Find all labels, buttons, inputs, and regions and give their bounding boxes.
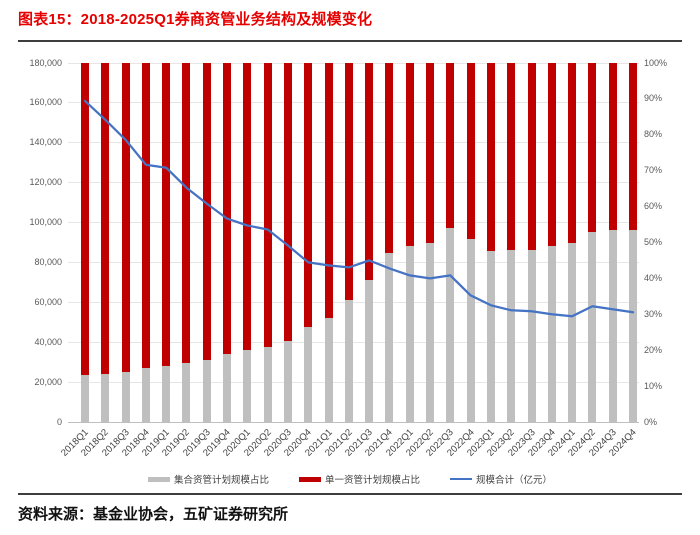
bar-single-segment: [101, 63, 110, 375]
right-axis-tick: 90%: [644, 93, 663, 104]
right-axis-tick: 100%: [644, 57, 668, 68]
bar-collective-segment: [283, 341, 292, 422]
footer-divider-line: [18, 493, 682, 495]
bar-collective-segment: [446, 228, 455, 422]
left-axis-tick: 60,000: [34, 296, 62, 307]
title-divider-line: [18, 40, 682, 42]
bar-single-segment: [385, 63, 394, 254]
legend-label-collective: 集合资管计划规模占比: [173, 475, 269, 486]
bar-collective-segment: [304, 326, 313, 422]
bar-collective-segment: [629, 229, 637, 422]
bar-collective-segment: [121, 371, 130, 422]
legend-item-single: 单一资管计划规模占比: [298, 472, 420, 486]
left-axis-tick: 20,000: [34, 376, 62, 387]
total-line-swatch-icon: [450, 477, 472, 481]
right-axis-tick: 50%: [644, 237, 663, 247]
bar-single-segment: [263, 63, 272, 347]
collective-bar-swatch-icon: [147, 476, 170, 482]
legend-item-collective: 集合资管计划规模占比: [147, 472, 269, 486]
right-axis-tick: 70%: [644, 165, 663, 176]
bar-collective-segment: [243, 350, 252, 422]
bar-single-segment: [243, 63, 252, 351]
bar-single-segment: [466, 63, 475, 239]
bar-single-segment: [486, 63, 495, 252]
bar-collective-segment: [486, 251, 495, 422]
bar-single-segment: [202, 63, 211, 360]
bar-single-segment: [426, 63, 435, 243]
bar-collective-segment: [344, 299, 353, 422]
left-axis-tick: 180,000: [29, 57, 62, 68]
bar-collective-segment: [101, 374, 110, 422]
bar-single-segment: [507, 63, 516, 250]
right-axis-tick: 10%: [644, 380, 663, 391]
bar-collective-segment: [405, 246, 414, 422]
right-axis-tick: 0%: [644, 416, 658, 427]
left-axis-tick: 40,000: [34, 336, 62, 347]
left-axis-tick: 160,000: [29, 97, 62, 108]
source-note: 资料来源：基金业协会，五矿证券研究所: [18, 506, 289, 523]
bar-collective-segment: [426, 242, 435, 422]
bar-single-segment: [365, 63, 374, 281]
bar-collective-segment: [182, 362, 191, 422]
bar-collective-segment: [141, 368, 150, 422]
left-axis-tick: 80,000: [34, 256, 62, 267]
bar-single-segment: [81, 63, 89, 376]
right-axis-tick: 60%: [644, 201, 663, 212]
legend-item-total: 规模合计（亿元）: [450, 472, 552, 486]
bar-single-segment: [568, 63, 577, 243]
bar-single-segment: [629, 63, 637, 230]
figure-title: 图表15：2018-2025Q1券商资管业务结构及规模变化: [18, 11, 373, 28]
bar-single-segment: [121, 63, 130, 372]
left-axis-tick: 140,000: [29, 137, 62, 148]
bar-collective-segment: [223, 353, 232, 422]
bar-single-segment: [446, 63, 455, 229]
bar-single-segment: [344, 63, 353, 300]
legend: 集合资管计划规模占比 单一资管计划规模占比 规模合计（亿元）: [0, 472, 700, 486]
bar-single-segment: [182, 63, 191, 363]
left-axis-tick: 120,000: [29, 177, 62, 188]
legend-label-single: 单一资管计划规模占比: [324, 475, 420, 486]
bar-single-segment: [527, 63, 536, 250]
bar-collective-segment: [588, 231, 597, 422]
bar-collective-segment: [263, 346, 272, 422]
bar-collective-segment: [608, 229, 617, 422]
single-bar-swatch-icon: [298, 476, 321, 482]
bar-collective-segment: [547, 246, 556, 422]
bar-single-segment: [405, 63, 414, 247]
bar-collective-segment: [162, 365, 171, 422]
legend-label-total: 规模合计（亿元）: [476, 475, 553, 486]
left-axis-tick: 0: [56, 416, 62, 427]
bar-collective-segment: [81, 375, 89, 422]
bar-single-segment: [304, 63, 313, 327]
bar-single-segment: [547, 63, 556, 247]
bar-collective-segment: [527, 249, 536, 422]
left-axis-tick: 100,000: [29, 217, 62, 228]
right-axis-tick: 30%: [644, 308, 663, 319]
bar-single-segment: [588, 63, 597, 232]
gridline: [68, 62, 639, 64]
bar-collective-segment: [365, 280, 374, 422]
bar-collective-segment: [385, 253, 394, 422]
gridline: [68, 341, 639, 343]
right-axis-tick: 80%: [644, 129, 663, 140]
bar-single-segment: [324, 63, 333, 318]
gridline: [68, 381, 639, 383]
bar-single-segment: [283, 63, 292, 342]
bar-single-segment: [223, 63, 232, 354]
bar-collective-segment: [507, 249, 516, 422]
bar-single-segment: [141, 63, 150, 369]
bar-collective-segment: [466, 238, 475, 422]
right-axis-tick: 20%: [644, 344, 663, 355]
bar-collective-segment: [324, 317, 333, 422]
bar-single-segment: [162, 63, 171, 366]
bar-collective-segment: [568, 242, 577, 422]
bar-single-segment: [608, 63, 617, 230]
x-axis-line: [68, 422, 639, 423]
bar-collective-segment: [202, 359, 211, 422]
right-axis-tick: 40%: [644, 272, 663, 283]
